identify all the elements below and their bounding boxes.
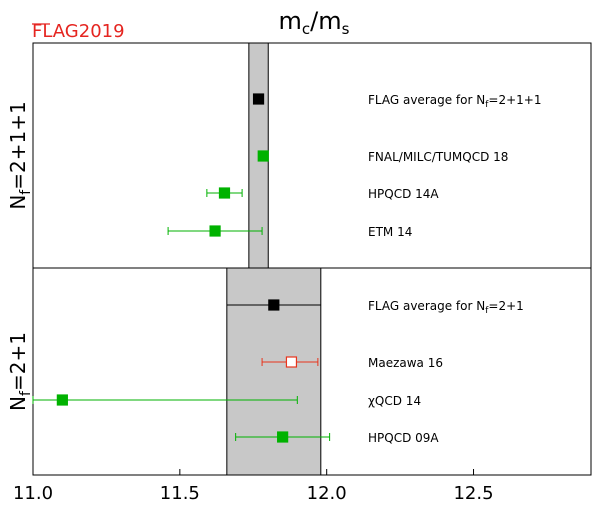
chart-title: mc/ms <box>279 7 350 38</box>
data-point: FLAG average for Nf=2+1+1 <box>252 93 541 110</box>
marker <box>268 299 280 311</box>
x-tick-label: 12.0 <box>307 483 347 504</box>
flag-logo: FLAG2019 <box>32 21 125 42</box>
plot-area: 11.0 11.5 12.0 12.5 Nf=2+1+1 FLAG average for… <box>6 42 592 504</box>
data-point: FLAG average for Nf=2+1 <box>268 299 524 316</box>
data-point: ETM 14 <box>167 225 412 239</box>
marker <box>218 187 231 199</box>
point-label: χQCD 14 <box>368 394 421 408</box>
data-point: FNAL/MILC/TUMQCD 18 <box>257 150 508 164</box>
point-label: ETM 14 <box>368 225 412 239</box>
panel-1: Nf=2+1+1 FLAG average for Nf=2+1+1 FNAL/MI… <box>6 42 541 269</box>
marker <box>252 93 265 105</box>
x-tick-label: 12.5 <box>453 483 493 504</box>
marker <box>277 431 289 443</box>
point-label: FLAG average for Nf=2+1+1 <box>368 93 541 110</box>
point-label: HPQCD 09A <box>368 431 439 445</box>
marker <box>285 356 298 368</box>
point-label: FNAL/MILC/TUMQCD 18 <box>368 150 508 164</box>
panel-label: Nf=2+1+1 <box>6 101 34 209</box>
marker <box>209 225 221 237</box>
panel-label: Nf=2+1 <box>6 332 34 411</box>
panel-2: Nf=2+1 FLAG average for Nf=2+1 Maezawa 16 χ… <box>6 267 524 476</box>
x-tick-label: 11.0 <box>13 483 53 504</box>
marker <box>257 150 269 162</box>
data-point: HPQCD 09A <box>235 431 439 445</box>
point-label: HPQCD 14A <box>368 187 439 201</box>
data-point: HPQCD 14A <box>206 187 439 201</box>
point-label: FLAG average for Nf=2+1 <box>368 299 524 316</box>
point-label: Maezawa 16 <box>368 356 443 370</box>
x-tick-label: 11.5 <box>160 483 200 504</box>
data-point: Maezawa 16 <box>261 356 443 370</box>
data-point: χQCD 14 <box>32 394 421 408</box>
marker <box>56 394 68 406</box>
average-band <box>226 267 322 476</box>
